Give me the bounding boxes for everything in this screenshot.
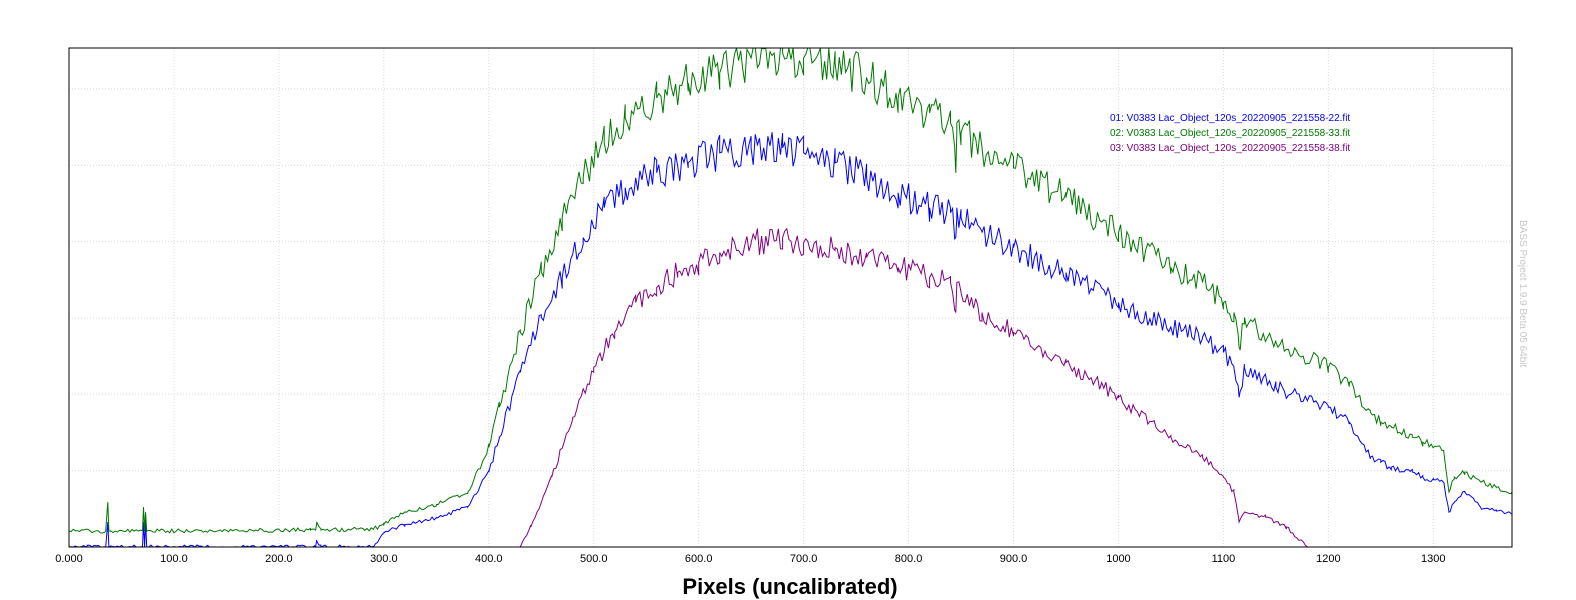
x-tick-label: 200.0: [265, 553, 293, 565]
x-tick-label: 1000: [1106, 553, 1130, 565]
x-tick-label: 100.0: [160, 553, 188, 565]
watermark-text: BASS Project 1.9.9 Beta 05 64bit: [1517, 220, 1528, 368]
x-tick-label: 1100: [1212, 553, 1236, 565]
x-tick-label: 500.0: [580, 553, 608, 565]
x-tick-label: 900.0: [1000, 553, 1028, 565]
x-tick-label: 400.0: [475, 553, 503, 565]
legend: 01: V0383 Lac_Object_120s_20220905_22155…: [1110, 113, 1350, 154]
x-tick-label: 1200: [1316, 553, 1340, 565]
x-tick-label: 700.0: [790, 553, 818, 565]
x-tick-label: 800.0: [895, 553, 923, 565]
x-axis-label: Pixels (uncalibrated): [682, 574, 897, 599]
series-line-3: [509, 227, 1308, 548]
x-tick-labels: 0.000 100.0 200.0 300.0 400.0 500.0 600.0 700.0…: [55, 553, 1445, 565]
x-tick-label: 600.0: [685, 553, 713, 565]
x-tick-label: 1300: [1421, 553, 1445, 565]
legend-entry: 01: V0383 Lac_Object_120s_20220905_22155…: [1110, 113, 1350, 124]
legend-entry: 02: V0383 Lac_Object_120s_20220905_22155…: [1110, 128, 1350, 139]
series-line-2: [68, 47, 1513, 534]
x-tick-label: 300.0: [370, 553, 398, 565]
plot-frame: [68, 47, 1513, 548]
legend-entry: 03: V0383 Lac_Object_120s_20220905_22155…: [1110, 143, 1350, 154]
plot-background: [69, 48, 1512, 547]
x-tick-label: 0.000: [55, 553, 83, 565]
